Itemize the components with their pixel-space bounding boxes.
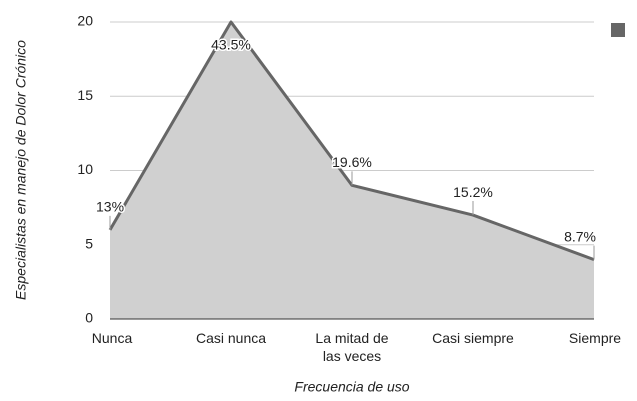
legend-swatch xyxy=(611,23,625,37)
y-tick-label: 15 xyxy=(77,87,93,103)
x-tick-label: Casi siempre xyxy=(432,330,514,346)
area-fill xyxy=(110,22,594,319)
y-axis-label: Especialistas en manejo de Dolor Crónico xyxy=(13,40,29,300)
y-tick-label: 20 xyxy=(77,13,93,29)
data-label: 8.7% xyxy=(564,228,596,244)
x-tick-label: Siempre xyxy=(568,330,622,346)
x-axis-label: Frecuencia de uso xyxy=(294,379,409,395)
y-tick-label: 0 xyxy=(85,310,93,326)
data-label: 19.6% xyxy=(332,154,372,170)
data-label: 43.5% xyxy=(211,37,251,53)
y-tick-label: 10 xyxy=(77,161,93,177)
x-tick-label: La mitad de las veces xyxy=(315,330,389,364)
x-tick-label: Nunca xyxy=(91,330,133,346)
data-label: 15.2% xyxy=(453,184,493,200)
y-tick-label: 5 xyxy=(85,235,93,251)
x-tick-label: Casi nunca xyxy=(195,330,267,346)
data-label: 13% xyxy=(96,199,124,215)
